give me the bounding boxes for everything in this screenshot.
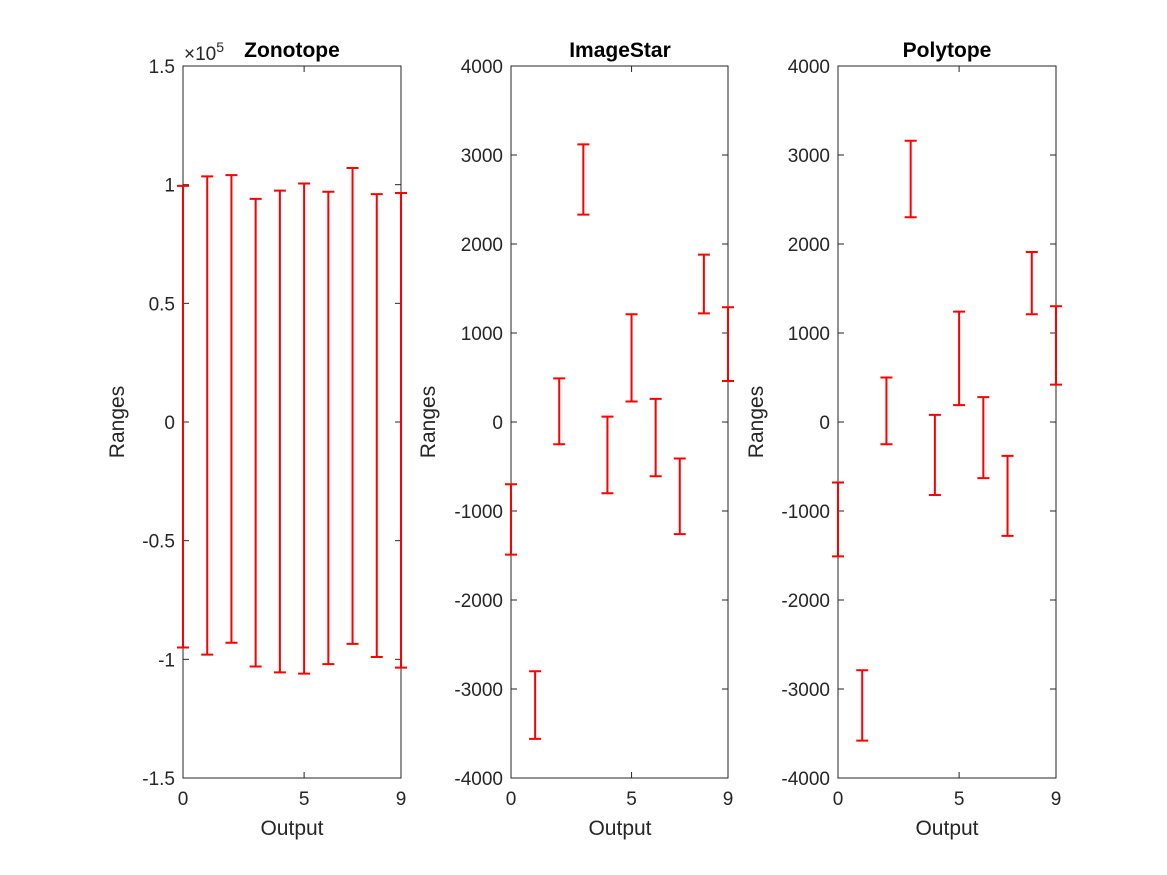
range-bar <box>249 197 262 668</box>
range-bar <box>370 193 383 658</box>
range-bars <box>505 143 734 740</box>
range-bar <box>322 190 335 666</box>
range-bar <box>832 481 844 558</box>
y-tick-label: -1000 <box>454 502 503 523</box>
y-axis-label: Ranges <box>106 386 129 458</box>
range-bar <box>177 184 189 649</box>
panel-title-polytope: Polytope <box>903 39 992 62</box>
range-bar <box>1050 305 1062 386</box>
y-tick-label: -2000 <box>454 591 503 612</box>
range-bar <box>577 143 590 216</box>
y-tick-label: 0.5 <box>149 294 175 315</box>
y-tick-label: -3000 <box>781 680 830 701</box>
x-ticks: 0 5 9 <box>506 66 734 810</box>
range-bar <box>201 175 214 656</box>
y-tick-label: -4000 <box>781 769 830 790</box>
range-bar <box>977 396 990 480</box>
y-tick-label: 3000 <box>788 146 830 167</box>
y-tick-label: 2000 <box>461 235 503 256</box>
range-bar <box>601 415 614 495</box>
range-bar <box>273 189 286 674</box>
y-tick-label: 1000 <box>461 324 503 345</box>
y-tick-label: 1.5 <box>149 57 175 78</box>
axes-frame <box>837 65 1057 779</box>
panel-polytope: Polytope -4000 -3000 -2000 -1000 0 1000 2000 30… <box>745 39 1062 840</box>
panel-title-zonotope: Zonotope <box>244 39 340 62</box>
exponent-power: 5 <box>216 39 224 55</box>
y-tick-label: -0.5 <box>142 532 175 553</box>
range-bars <box>832 139 1062 742</box>
range-bar <box>346 167 359 645</box>
x-tick-label: 0 <box>506 789 517 810</box>
range-bar <box>856 669 869 742</box>
x-tick-label: 9 <box>723 789 734 810</box>
range-bar <box>904 139 917 219</box>
range-bar <box>880 376 893 446</box>
range-bar <box>505 483 517 556</box>
x-tick-label: 5 <box>954 789 965 810</box>
panel-imagestar: ImageStar -4000 -3000 -2000 -1000 0 1000 2000 3… <box>417 39 734 840</box>
x-tick-label: 0 <box>178 789 189 810</box>
range-bar <box>1025 251 1038 316</box>
x-tick-label: 9 <box>396 789 407 810</box>
x-tick-label: 0 <box>833 789 844 810</box>
y-tick-label: 1 <box>164 176 175 197</box>
y-ticks: -1.5 -1 -0.5 0 0.5 1 1.5 <box>142 57 401 790</box>
y-ticks: -4000 -3000 -2000 -1000 0 1000 2000 3000 4000 <box>781 57 1056 790</box>
range-bar <box>1001 454 1014 537</box>
range-bar <box>395 191 407 669</box>
x-ticks: 0 5 9 <box>178 66 407 810</box>
x-axis-label: Output <box>588 817 651 840</box>
range-bar <box>673 457 686 536</box>
y-tick-label: -1 <box>158 650 175 671</box>
y-tick-label: 2000 <box>788 235 830 256</box>
y-tick-label: 4000 <box>461 57 503 78</box>
x-tick-label: 5 <box>299 789 310 810</box>
x-tick-label: 9 <box>1051 789 1062 810</box>
range-bars <box>177 167 407 675</box>
range-bar <box>298 182 311 675</box>
range-bar <box>649 397 662 478</box>
panel-title-imagestar: ImageStar <box>569 39 671 62</box>
y-tick-label: 3000 <box>461 146 503 167</box>
y-tick-label: 0 <box>164 413 175 434</box>
y-tick-label: -2000 <box>781 591 830 612</box>
y-tick-label: 0 <box>819 413 830 434</box>
axes-frame <box>182 65 402 779</box>
exponent-label: ×105 <box>184 39 224 65</box>
x-axis-label: Output <box>260 817 323 840</box>
range-bar <box>225 174 238 644</box>
exponent-base: ×10 <box>184 44 216 65</box>
x-axis-label: Output <box>915 817 978 840</box>
axes-frame <box>510 65 729 779</box>
y-tick-label: -1000 <box>781 502 830 523</box>
y-axis-label: Ranges <box>417 386 440 458</box>
range-bar <box>697 253 710 315</box>
y-ticks: -4000 -3000 -2000 -1000 0 1000 2000 3000 4000 <box>454 57 728 790</box>
range-bar <box>722 306 734 383</box>
y-tick-label: 4000 <box>788 57 830 78</box>
x-tick-label: 5 <box>626 789 637 810</box>
y-tick-label: -1.5 <box>142 769 175 790</box>
range-bar <box>553 377 566 446</box>
y-tick-label: -3000 <box>454 680 503 701</box>
y-tick-label: -4000 <box>454 769 503 790</box>
y-tick-label: 1000 <box>788 324 830 345</box>
y-axis-label: Ranges <box>745 386 768 458</box>
range-bar <box>625 313 638 403</box>
y-tick-label: 0 <box>492 413 503 434</box>
x-ticks: 0 5 9 <box>833 66 1062 810</box>
range-bar <box>928 413 941 496</box>
range-bar <box>529 670 542 740</box>
range-bar <box>953 310 966 407</box>
